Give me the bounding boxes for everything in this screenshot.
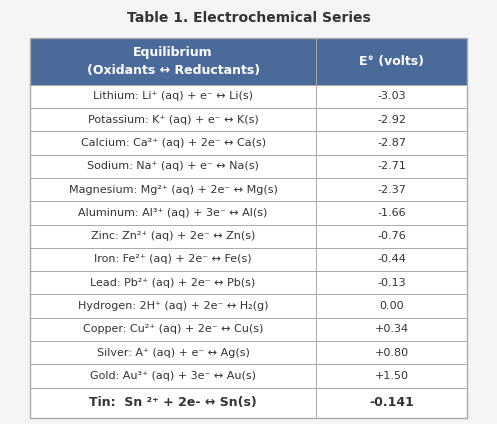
Text: -0.76: -0.76: [377, 231, 406, 241]
Bar: [30, 248, 467, 271]
Bar: [30, 178, 467, 201]
Text: Tin:  Sn ²⁺ + 2e- ↔ Sn(s): Tin: Sn ²⁺ + 2e- ↔ Sn(s): [89, 396, 257, 409]
Bar: [30, 201, 467, 224]
Text: +0.34: +0.34: [375, 324, 409, 335]
Text: Copper: Cu²⁺ (aq) + 2e⁻ ↔ Cu(s): Copper: Cu²⁺ (aq) + 2e⁻ ↔ Cu(s): [83, 324, 263, 335]
Text: -0.13: -0.13: [377, 278, 406, 288]
Text: -1.66: -1.66: [377, 208, 406, 218]
Bar: [30, 108, 467, 131]
Bar: [30, 224, 467, 248]
Bar: [30, 388, 467, 418]
Bar: [30, 38, 467, 85]
Text: E° (volts): E° (volts): [359, 55, 424, 68]
Text: Magnesium: Mg²⁺ (aq) + 2e⁻ ↔ Mg(s): Magnesium: Mg²⁺ (aq) + 2e⁻ ↔ Mg(s): [69, 184, 277, 195]
Text: Sodium: Na⁺ (aq) + e⁻ ↔ Na(s): Sodium: Na⁺ (aq) + e⁻ ↔ Na(s): [87, 161, 259, 171]
Text: Iron: Fe²⁺ (aq) + 2e⁻ ↔ Fe(s): Iron: Fe²⁺ (aq) + 2e⁻ ↔ Fe(s): [94, 254, 252, 265]
Text: -0.141: -0.141: [369, 396, 414, 409]
Text: -2.71: -2.71: [377, 161, 406, 171]
Bar: [30, 294, 467, 318]
Bar: [30, 341, 467, 364]
Text: Zinc: Zn²⁺ (aq) + 2e⁻ ↔ Zn(s): Zinc: Zn²⁺ (aq) + 2e⁻ ↔ Zn(s): [91, 231, 255, 241]
Text: 0.00: 0.00: [379, 301, 404, 311]
Text: Equilibrium
(Oxidants ↔ Reductants): Equilibrium (Oxidants ↔ Reductants): [86, 46, 259, 77]
Bar: [30, 318, 467, 341]
Bar: [30, 131, 467, 155]
Text: Hydrogen: 2H⁺ (aq) + 2e⁻ ↔ H₂(g): Hydrogen: 2H⁺ (aq) + 2e⁻ ↔ H₂(g): [78, 301, 268, 311]
Text: Lithium: Li⁺ (aq) + e⁻ ↔ Li(s): Lithium: Li⁺ (aq) + e⁻ ↔ Li(s): [93, 91, 253, 101]
Bar: [30, 38, 467, 418]
Text: Lead: Pb²⁺ (aq) + 2e⁻ ↔ Pb(s): Lead: Pb²⁺ (aq) + 2e⁻ ↔ Pb(s): [90, 278, 256, 288]
Bar: [30, 155, 467, 178]
Text: -2.87: -2.87: [377, 138, 406, 148]
Text: -3.03: -3.03: [377, 91, 406, 101]
Text: -2.92: -2.92: [377, 114, 406, 125]
Text: Potassium: K⁺ (aq) + e⁻ ↔ K(s): Potassium: K⁺ (aq) + e⁻ ↔ K(s): [88, 114, 258, 125]
Text: -2.37: -2.37: [377, 184, 406, 195]
Text: Calcium: Ca²⁺ (aq) + 2e⁻ ↔ Ca(s): Calcium: Ca²⁺ (aq) + 2e⁻ ↔ Ca(s): [81, 138, 266, 148]
Text: Gold: Au³⁺ (aq) + 3e⁻ ↔ Au(s): Gold: Au³⁺ (aq) + 3e⁻ ↔ Au(s): [90, 371, 256, 381]
Text: +1.50: +1.50: [375, 371, 409, 381]
Text: -0.44: -0.44: [377, 254, 406, 265]
Text: Table 1. Electrochemical Series: Table 1. Electrochemical Series: [127, 11, 370, 25]
Text: Silver: A⁺ (aq) + e⁻ ↔ Ag(s): Silver: A⁺ (aq) + e⁻ ↔ Ag(s): [97, 348, 249, 358]
Bar: [30, 271, 467, 294]
Bar: [30, 85, 467, 108]
Bar: [30, 364, 467, 388]
Text: +0.80: +0.80: [375, 348, 409, 358]
Text: Aluminum: Al³⁺ (aq) + 3e⁻ ↔ Al(s): Aluminum: Al³⁺ (aq) + 3e⁻ ↔ Al(s): [79, 208, 268, 218]
